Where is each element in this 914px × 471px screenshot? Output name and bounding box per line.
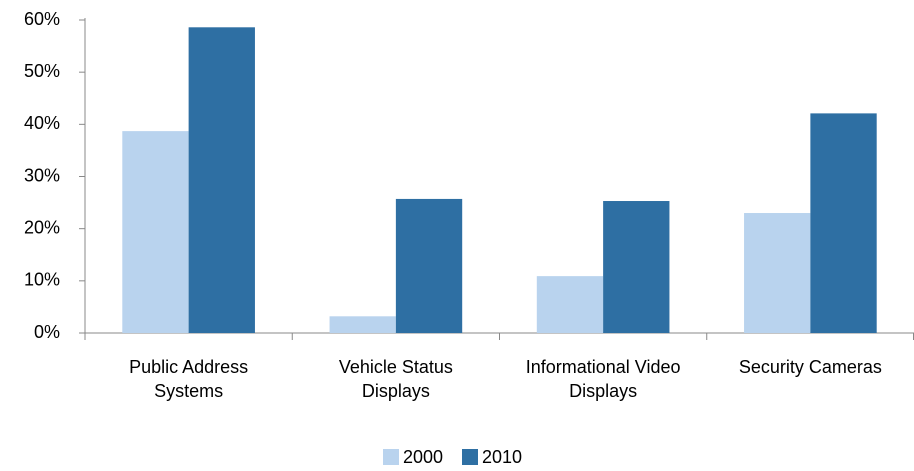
y-tick-label: 0%	[34, 322, 60, 342]
y-tick-label: 50%	[24, 61, 60, 81]
bar	[810, 113, 877, 334]
y-tick-label: 20%	[24, 217, 60, 237]
legend-swatch	[383, 449, 399, 465]
bar	[329, 316, 396, 333]
bar	[744, 213, 811, 333]
legend-label: 2000	[403, 447, 443, 467]
y-tick-label: 60%	[24, 9, 60, 29]
y-tick-label: 40%	[24, 113, 60, 133]
bar	[395, 198, 463, 333]
bar	[122, 131, 189, 333]
y-tick-label: 30%	[24, 165, 60, 185]
x-tick-label: Vehicle Status Displays	[338, 357, 453, 401]
y-tick-label: 10%	[24, 270, 60, 290]
x-tick-label: Security Cameras	[738, 357, 882, 377]
x-tick-label: Public Address Systems	[129, 357, 249, 401]
bar	[603, 201, 670, 333]
bar	[536, 276, 604, 333]
bar	[188, 27, 255, 333]
legend-label: 2010	[482, 447, 522, 467]
legend-swatch	[462, 449, 478, 465]
x-tick-label: Informational Video Displays	[525, 357, 681, 401]
